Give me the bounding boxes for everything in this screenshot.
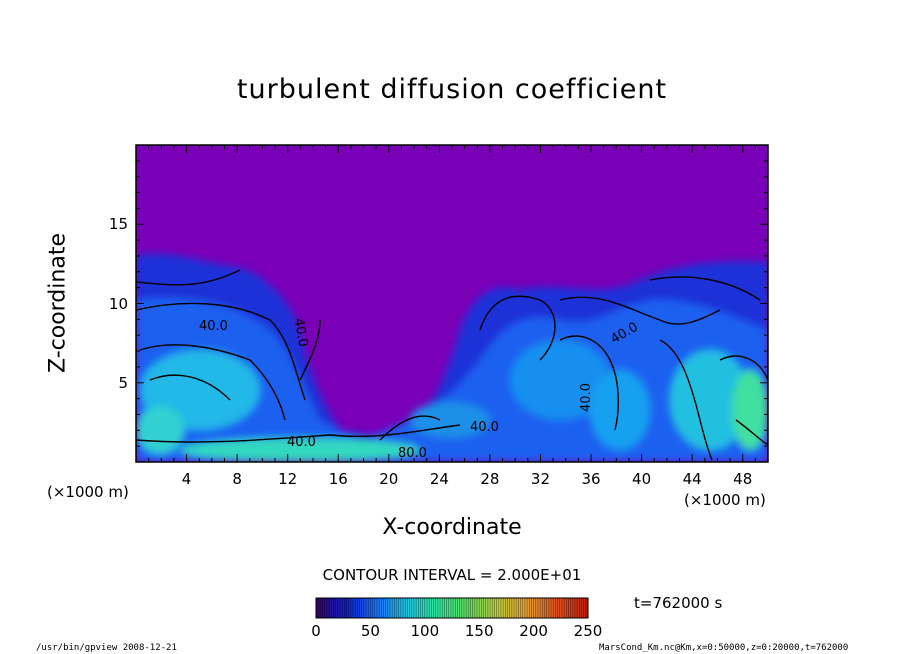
contour-label: 40.0 <box>578 383 594 412</box>
x-tick-label: 16 <box>328 470 348 488</box>
x-tick-label: 36 <box>581 470 601 488</box>
colorbar-stripes <box>315 598 589 618</box>
x-tick-label: 20 <box>379 470 399 488</box>
y-axis-label: Z-coordinate <box>45 233 71 373</box>
contour-label: 40.0 <box>470 420 499 435</box>
y-tick-label: 10 <box>108 294 128 313</box>
contour-label: 40.0 <box>199 319 228 334</box>
colorbar-tick-label: 0 <box>311 622 321 640</box>
x-unit-right: (×1000 m) <box>684 491 766 509</box>
turbulent-region <box>136 253 768 462</box>
contour-lines <box>136 269 768 461</box>
y-axis-ticks <box>136 144 768 463</box>
x-tick-label: 48 <box>733 470 753 488</box>
colorbar-tick-label: 50 <box>360 622 380 640</box>
y-tick-label: 15 <box>108 215 128 234</box>
colorbar-tick-labels: 0 50 100 150 200 250 <box>0 622 904 642</box>
x-axis-ticks <box>135 145 769 462</box>
footer-right: MarsCond_Km.nc@Km,x=0:50000,z=0:20000,t=… <box>599 643 849 653</box>
time-label: t=762000 s <box>634 594 723 612</box>
y-tick-label: 5 <box>118 373 128 392</box>
x-tick-label: 28 <box>480 470 500 488</box>
colorbar-tick-label: 150 <box>464 622 494 640</box>
colorbar-tick-label: 250 <box>573 622 603 640</box>
x-tick-label: 44 <box>682 470 702 488</box>
footer-left: /usr/bin/gpview 2008-12-21 <box>36 643 177 653</box>
contour-interval-text: CONTOUR INTERVAL = 2.000E+01 <box>322 566 582 584</box>
x-axis-label: X-coordinate <box>382 515 522 540</box>
x-tick-label: 12 <box>278 470 298 488</box>
x-tick-label: 8 <box>232 470 242 488</box>
x-tick-label: 32 <box>530 470 551 488</box>
contour-label: 40.0 <box>287 435 316 450</box>
colorbar-tick-label: 100 <box>410 622 440 640</box>
heatmap-field <box>136 145 768 462</box>
chart-title: turbulent diffusion coefficient <box>236 74 668 105</box>
x-tick-label: 40 <box>632 470 652 488</box>
colorbar-tick-label: 200 <box>519 622 548 640</box>
x-tick-label: 24 <box>429 470 449 488</box>
colorbar <box>315 597 589 619</box>
x-tick-label: 4 <box>181 470 192 488</box>
x-unit-left: (×1000 m) <box>47 483 129 501</box>
contour-label: 80.0 <box>398 446 427 461</box>
